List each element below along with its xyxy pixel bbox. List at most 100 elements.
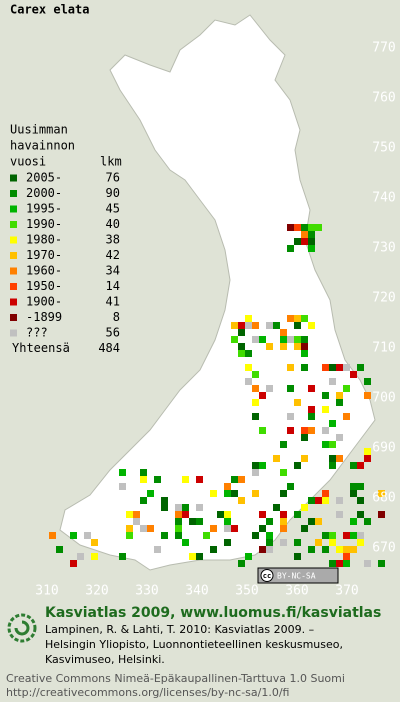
badge-frame bbox=[257, 567, 339, 584]
observation-square bbox=[322, 532, 329, 539]
observation-square bbox=[147, 490, 154, 497]
observation-square bbox=[245, 553, 252, 560]
observation-square bbox=[280, 329, 287, 336]
legend-count: 14 bbox=[106, 279, 120, 293]
observation-square bbox=[252, 490, 259, 497]
observation-square bbox=[287, 483, 294, 490]
observation-square bbox=[315, 518, 322, 525]
observation-square bbox=[217, 511, 224, 518]
observation-square bbox=[133, 511, 140, 518]
observation-square bbox=[210, 490, 217, 497]
observation-square bbox=[294, 553, 301, 560]
observation-square bbox=[357, 497, 364, 504]
observation-square bbox=[343, 546, 350, 553]
observation-square bbox=[266, 322, 273, 329]
observation-square bbox=[287, 336, 294, 343]
observation-square bbox=[322, 364, 329, 371]
observation-square bbox=[343, 553, 350, 560]
observation-square bbox=[245, 322, 252, 329]
observation-square bbox=[224, 490, 231, 497]
observation-square bbox=[287, 385, 294, 392]
observation-square bbox=[329, 420, 336, 427]
northing-label: 710 bbox=[372, 341, 395, 356]
legend-swatch bbox=[10, 174, 17, 182]
legend-count: 56 bbox=[106, 326, 120, 340]
legend-swatch bbox=[10, 190, 17, 197]
observation-square bbox=[140, 469, 147, 476]
observation-square bbox=[378, 490, 385, 497]
legend-swatch bbox=[10, 283, 17, 290]
observation-square bbox=[161, 497, 168, 504]
easting-label: 340 bbox=[185, 584, 208, 599]
observation-square bbox=[259, 427, 266, 434]
observation-square bbox=[329, 462, 336, 469]
observation-square bbox=[322, 406, 329, 413]
observation-square bbox=[378, 560, 385, 567]
observation-square bbox=[175, 518, 182, 525]
observation-square bbox=[280, 343, 287, 350]
legend-count: 42 bbox=[106, 248, 120, 262]
observation-square bbox=[238, 350, 245, 357]
legend-label: ??? bbox=[26, 326, 48, 340]
observation-square bbox=[308, 231, 315, 238]
observation-square bbox=[182, 504, 189, 511]
observation-square bbox=[182, 539, 189, 546]
legend-label: 1970- bbox=[26, 248, 62, 262]
observation-square bbox=[301, 525, 308, 532]
observation-square bbox=[210, 525, 217, 532]
observation-square bbox=[315, 497, 322, 504]
observation-square bbox=[329, 539, 336, 546]
observation-square bbox=[280, 469, 287, 476]
legend-swatch bbox=[10, 298, 17, 306]
observation-square bbox=[119, 483, 126, 490]
observation-square bbox=[175, 511, 182, 518]
legend-count: 76 bbox=[106, 171, 120, 185]
northing-label: 690 bbox=[372, 441, 395, 456]
observation-square bbox=[252, 371, 259, 378]
observation-square bbox=[294, 238, 301, 245]
observation-square bbox=[252, 336, 259, 343]
observation-square bbox=[308, 518, 315, 525]
observation-square bbox=[280, 525, 287, 532]
northing-label: 730 bbox=[372, 241, 395, 256]
observation-square bbox=[329, 532, 336, 539]
observation-square bbox=[140, 525, 147, 532]
observation-square bbox=[231, 490, 238, 497]
observation-square bbox=[203, 532, 210, 539]
observation-square bbox=[301, 231, 308, 238]
observation-square bbox=[350, 371, 357, 378]
observation-square bbox=[336, 434, 343, 441]
legend-swatch bbox=[10, 252, 17, 259]
observation-square bbox=[343, 364, 350, 371]
observation-square bbox=[322, 546, 329, 553]
observation-square bbox=[238, 497, 245, 504]
observation-square bbox=[336, 364, 343, 371]
citation-line: Helsingin Yliopisto, Luonnontieteellinen… bbox=[45, 638, 343, 651]
license-badge: cc BY-NC-SA bbox=[257, 567, 339, 584]
observation-square bbox=[154, 546, 161, 553]
observation-square bbox=[294, 315, 301, 322]
easting-label: 310 bbox=[35, 584, 58, 599]
observation-square bbox=[175, 532, 182, 539]
observation-square bbox=[280, 336, 287, 343]
observation-square bbox=[343, 413, 350, 420]
observation-square bbox=[91, 553, 98, 560]
luomus-logo bbox=[7, 613, 37, 643]
legend-total: 484 bbox=[98, 341, 120, 355]
observation-square bbox=[231, 336, 238, 343]
observation-square bbox=[322, 490, 329, 497]
legend-heading: vuosi bbox=[10, 155, 46, 169]
observation-square bbox=[266, 343, 273, 350]
legend-label: -1899 bbox=[26, 310, 62, 324]
legend-label: 1980- bbox=[26, 233, 62, 247]
observation-square bbox=[266, 532, 273, 539]
observation-square bbox=[245, 378, 252, 385]
observation-square bbox=[273, 504, 280, 511]
easting-label: 330 bbox=[135, 584, 158, 599]
observation-square bbox=[224, 518, 231, 525]
observation-square bbox=[252, 399, 259, 406]
observation-square bbox=[322, 392, 329, 399]
observation-square bbox=[308, 406, 315, 413]
legend-swatch bbox=[10, 221, 17, 228]
